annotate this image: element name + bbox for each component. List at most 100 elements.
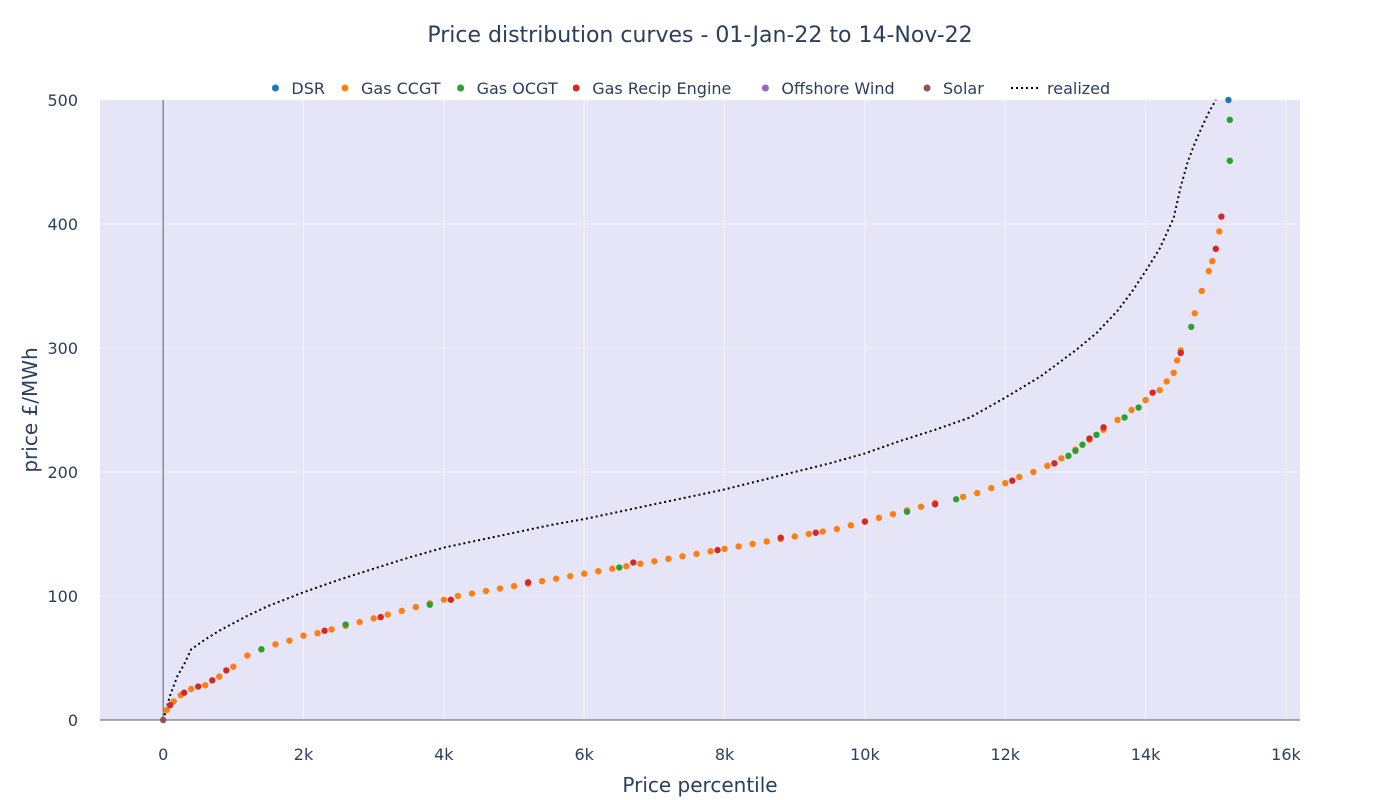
- data-point: [1218, 213, 1225, 220]
- legend-item[interactable]: Solar: [923, 79, 985, 98]
- data-point: [721, 545, 728, 553]
- data-point: [510, 582, 518, 590]
- data-point: [714, 546, 721, 554]
- data-point: [482, 587, 490, 595]
- data-point: [819, 528, 827, 535]
- legend-item[interactable]: Offshore Wind: [761, 79, 895, 98]
- data-point: [931, 501, 939, 508]
- x-tick-label: 4k: [434, 745, 454, 764]
- plot-background: [100, 100, 1300, 720]
- data-point: [356, 618, 363, 626]
- data-point: [1212, 245, 1219, 252]
- data-point: [223, 667, 230, 674]
- data-point: [370, 615, 377, 622]
- data-point: [286, 637, 293, 644]
- data-point: [889, 510, 897, 518]
- data-point: [258, 646, 265, 653]
- data-point: [1173, 357, 1181, 364]
- data-point: [524, 579, 532, 586]
- data-point: [959, 493, 967, 500]
- data-point: [1051, 460, 1058, 467]
- data-point: [1002, 479, 1009, 487]
- data-point: [833, 525, 841, 533]
- data-point: [1177, 349, 1184, 357]
- legend-item[interactable]: realized: [1011, 79, 1110, 98]
- y-tick-label: 100: [47, 587, 78, 606]
- data-point: [777, 534, 784, 541]
- legend-marker-swatch: [271, 84, 279, 92]
- data-point: [952, 496, 960, 503]
- data-point: [1058, 455, 1065, 462]
- data-point: [812, 529, 819, 536]
- x-tick-label: 8k: [715, 745, 735, 764]
- legend-item[interactable]: Gas Recip Engine: [572, 79, 732, 98]
- data-point: [188, 685, 195, 693]
- data-point: [665, 555, 672, 562]
- data-point: [1163, 378, 1170, 385]
- data-point: [1149, 389, 1156, 396]
- data-point: [1072, 447, 1079, 455]
- data-point: [216, 673, 223, 680]
- data-point: [1016, 473, 1023, 481]
- data-point: [763, 538, 770, 545]
- data-point: [616, 564, 623, 571]
- data-point: [181, 689, 188, 696]
- traces: [159, 96, 1234, 724]
- legend-label: Gas CCGT: [361, 79, 441, 98]
- legend-marker-swatch: [761, 84, 769, 92]
- x-tick-label: 10k: [850, 745, 880, 764]
- data-point: [735, 543, 742, 550]
- data-point: [440, 596, 448, 603]
- data-point: [595, 568, 602, 575]
- data-point: [566, 572, 574, 580]
- legend: DSR Gas CCGT Gas OCGT Gas Recip Engine Offsh…: [271, 79, 1110, 98]
- data-point: [195, 683, 202, 690]
- data-point: [1100, 424, 1107, 431]
- data-point: [1128, 406, 1135, 414]
- data-point: [314, 630, 321, 637]
- y-tick-label: 0: [68, 711, 78, 730]
- data-point: [552, 575, 560, 582]
- legend-item[interactable]: Gas CCGT: [341, 79, 441, 98]
- data-point: [377, 613, 384, 621]
- y-tick-label: 500: [47, 91, 78, 110]
- data-point: [454, 592, 462, 600]
- markers-gas-ccgt: [163, 228, 1223, 714]
- data-point: [1135, 404, 1142, 411]
- legend-label: Solar: [943, 79, 984, 98]
- y-axis-title: price £/MWh: [18, 347, 42, 472]
- data-point: [321, 627, 328, 634]
- data-point: [693, 550, 700, 558]
- data-point: [903, 508, 911, 515]
- data-point: [1209, 258, 1216, 265]
- data-point: [412, 603, 419, 611]
- data-point: [609, 565, 616, 572]
- data-point: [272, 641, 279, 648]
- x-axis-title: Price percentile: [622, 773, 777, 797]
- data-point: [166, 701, 174, 709]
- x-ticks: 0 2k 4k 6k 8k 10k 12k 14k 16k: [158, 745, 1301, 764]
- x-tick-label: 2k: [294, 745, 314, 764]
- data-point: [1065, 452, 1072, 460]
- data-point: [1170, 369, 1177, 376]
- x-tick-label: 14k: [1131, 745, 1161, 764]
- legend-item[interactable]: DSR: [271, 79, 325, 98]
- data-point: [679, 553, 686, 560]
- data-point: [1216, 228, 1223, 235]
- x-tick-label: 0: [158, 745, 168, 764]
- data-point: [163, 706, 170, 714]
- data-point: [1142, 396, 1149, 404]
- legend-marker-swatch: [923, 84, 931, 92]
- legend-item[interactable]: Gas OCGT: [457, 79, 558, 98]
- data-point: [384, 611, 391, 618]
- data-point: [1009, 477, 1016, 484]
- data-point: [791, 533, 798, 540]
- markers-gas-ocgt: [258, 116, 1234, 653]
- data-point: [1114, 416, 1121, 424]
- data-point: [630, 559, 637, 566]
- legend-marker-swatch: [572, 84, 580, 92]
- data-point: [1198, 287, 1205, 295]
- data-point: [538, 577, 546, 585]
